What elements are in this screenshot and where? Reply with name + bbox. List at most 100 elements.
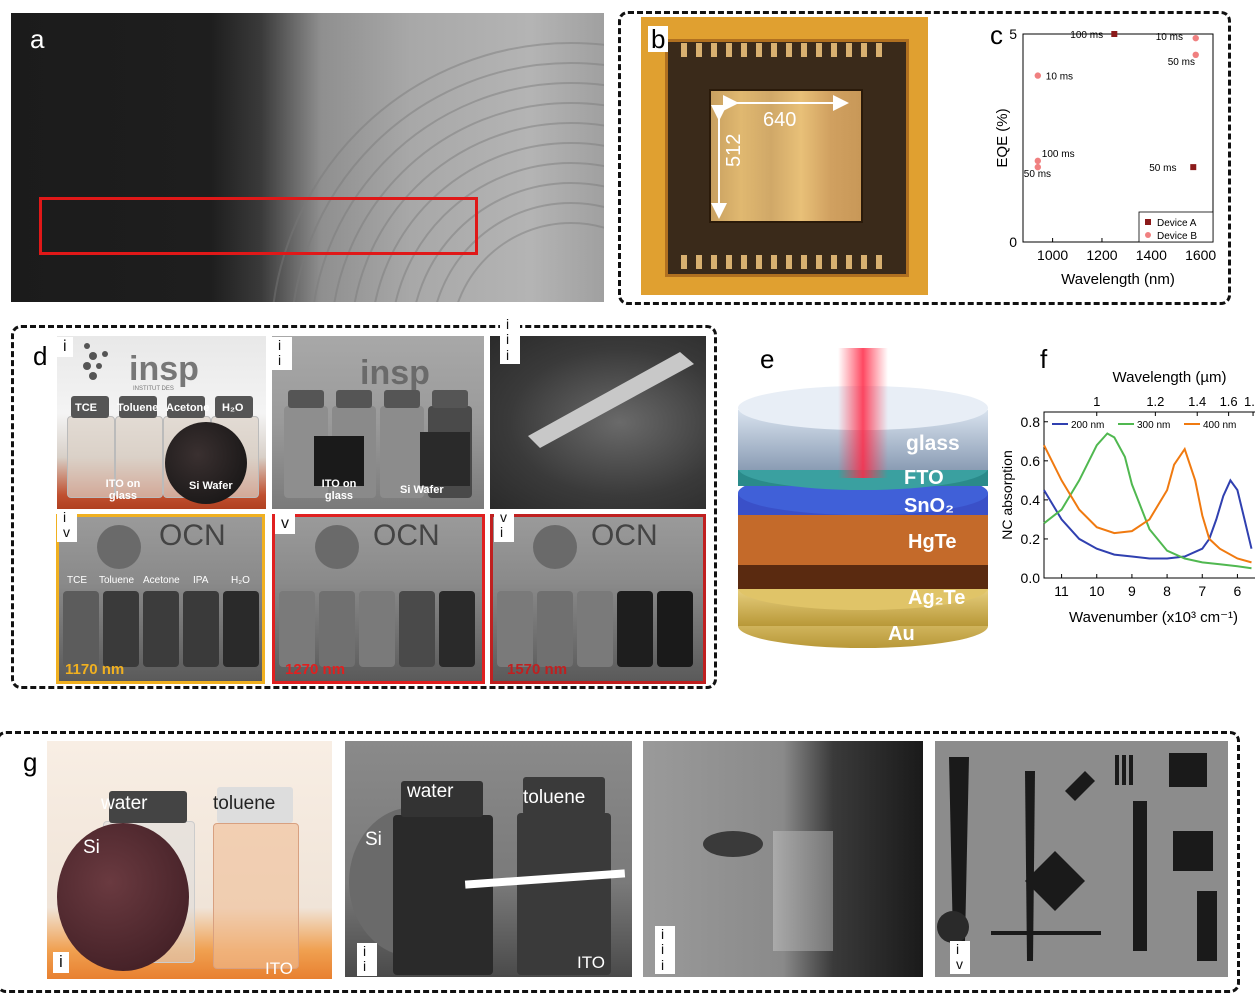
cap-toluene [523,777,605,815]
panel-label-d: d [33,341,48,371]
cap-water [215,396,253,418]
data-label: 100 ms [1070,30,1103,41]
panel-d-vi-roman: v i [494,509,514,542]
vial-toluene [213,823,299,969]
series-line-400-nm [1043,444,1252,564]
layer-hgte: HgTe [908,531,957,553]
ito-label: ITO on glass [105,478,141,502]
cap-toluene [119,396,157,418]
si-wafer [165,422,247,504]
ocn-nanocrystal [315,525,359,569]
panel-d-v-roman: v [275,514,295,534]
data-point-device-b [1192,51,1199,58]
si-wafer-dark [420,432,470,486]
x-tick-label: 9 [1128,583,1136,599]
cap-2 [336,390,372,408]
panel-g-ii-roman: i i [357,943,377,976]
panel-g-iv-photo [935,741,1228,977]
toluene-label: toluene [213,793,276,814]
layer-sno2: SnO₂ [904,495,954,517]
top-tick-label: 1.8 [1244,394,1255,409]
panel-d-frame [11,325,717,689]
panel-d-ii-roman: i i [272,337,292,370]
series-line-300-nm [1043,432,1252,570]
wavelength-label: 1170 nm [65,661,125,678]
solvent-label-acetone: Acetone [143,575,180,586]
panel-g-iii-roman: i i i [655,926,675,975]
top-tick-label: 1.6 [1220,394,1238,409]
legend-label: 400 nm [1203,420,1236,431]
insp-logo-dots [83,343,108,380]
solvent-label-acetone: Acetone [166,402,210,414]
x-tick-label: 1400 [1136,247,1167,263]
wavelength-label: 1270 nm [285,661,346,678]
cap-3 [384,390,420,408]
water-label: water [101,793,148,814]
vial-toluene [115,416,163,498]
legend-box [1138,211,1214,243]
legend-label: Device B [1157,231,1197,242]
si-wafer [57,823,189,971]
si-label: Si [365,829,382,850]
ito-label: ITO [265,959,294,978]
data-point-device-b [1034,72,1042,79]
ocn-nanocrystal [533,525,577,569]
vial-4 [183,591,219,667]
cap-water [109,791,187,823]
cap-tce [71,396,109,418]
legend-label: 300 nm [1137,420,1170,431]
panel-f-chart: 11 10 9 8 7 6 1 1.2 1.4 1.6 1.8 0.0 0.2 0.4 0.6 0.8 Wave… [1000,369,1255,626]
solvent-label-tce: TCE [67,575,87,586]
panel-b-image: 640 512 [641,17,928,295]
si-wafer-label: Si Wafer [189,480,233,492]
toluene-label: toluene [523,787,586,808]
width-dimension-label: 640 [763,109,797,131]
panel-label-b: b [648,26,669,52]
cap-toluene [217,787,293,823]
top-tick-label: 1.2 [1146,394,1164,409]
panel-d-vi-photo: OCN 1570 nm [490,514,706,684]
insp-logo-sub: INSTITUT DES [133,386,174,392]
vial-2 [103,591,139,667]
panel-d-iii-photo [490,336,706,509]
panel-d-i-roman: i [57,337,73,357]
data-point-device-a [1111,31,1118,37]
vial-tce [67,416,115,498]
y-tick-label: 5 [1009,26,1017,42]
x-tick-label: 1000 [1037,247,1068,263]
vial-3 [143,591,179,667]
ocn-logo: OCN [591,519,658,552]
sensor-array [709,89,863,223]
x-tick-label: 1600 [1185,247,1216,263]
panel-c-chart: c 1000 1200 1400 1600 0 5 Wavelength (nm) EQE (… [990,20,1216,288]
panel-label-e: e [760,344,775,374]
x-tick-label: 1200 [1086,247,1117,263]
ocn-logo: OCN [373,519,440,552]
ocn-logo: OCN [159,519,226,552]
data-label: 50 ms [1168,57,1195,68]
y-tick-label: 0.2 [1021,531,1041,547]
layer-glass: glass [906,432,960,455]
panel-d-iii-roman: i i i [500,316,520,365]
series-line-200-nm [1043,478,1253,560]
si-wafer-label: Si Wafer [400,484,444,496]
solvent-label-water: H₂O [222,402,244,414]
legend-marker [1145,219,1151,225]
panel-g-iv-roman: i v [950,941,970,974]
vial-4 [399,591,435,667]
y-axis-label: EQE (%) [994,108,1011,167]
solvent-label-toluene: Toluene [117,402,159,414]
legend-label: 200 nm [1071,420,1104,431]
vial-2 [537,591,573,667]
panel-d-v-photo: OCN 1270 nm [272,514,485,684]
data-label: 50 ms [1024,169,1051,180]
cap-acetone [167,396,205,418]
panel-d-iv-photo: OCN TCE Toluene Acetone IPA H₂O 1170 nm [56,514,265,684]
si-label: Si [83,837,100,858]
vial-1 [279,591,315,667]
panel-d-iv-roman: i v [57,509,77,542]
y-axis-label: NC absorption [1000,450,1015,540]
cap-1 [288,390,324,408]
data-label: 10 ms [1046,72,1073,83]
x-axis-label: Wavenumber (x10³ cm⁻¹) [1069,609,1238,626]
